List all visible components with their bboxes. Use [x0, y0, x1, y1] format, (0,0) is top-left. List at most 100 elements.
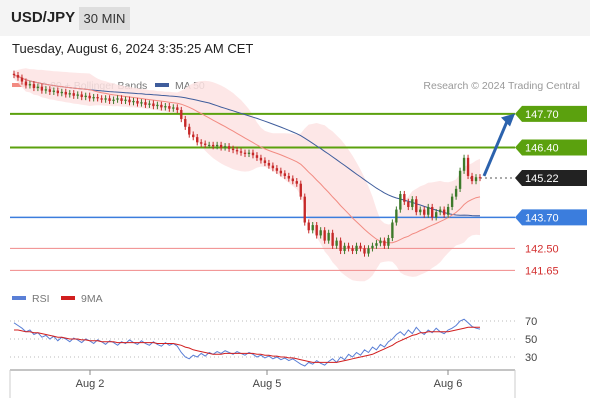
- candle-body: [303, 196, 306, 223]
- candle-body: [259, 157, 263, 161]
- candle-body: [327, 232, 330, 241]
- candle-body: [323, 230, 326, 241]
- level-tag-147.70: [515, 105, 587, 122]
- candle-body: [307, 222, 310, 231]
- candle-body: [458, 170, 462, 189]
- candle-body: [442, 209, 446, 215]
- rsi-level-label-30: 30: [525, 352, 537, 364]
- ma50-swatch: [155, 83, 169, 88]
- candle-body: [219, 144, 223, 148]
- candle-body: [339, 240, 342, 251]
- x-tick-label: Aug 5: [253, 378, 282, 390]
- candle-body: [84, 95, 87, 98]
- candle-body: [180, 109, 183, 120]
- candle-body: [431, 206, 434, 218]
- candle-body: [454, 188, 458, 197]
- candle-body: [478, 177, 482, 179]
- candle-body: [395, 209, 398, 223]
- rsi-level-label-50: 50: [525, 334, 537, 346]
- candle-body: [52, 90, 56, 92]
- candle-body: [351, 248, 354, 251]
- candle-body: [315, 225, 318, 236]
- candle-body: [108, 98, 111, 101]
- candle-body: [152, 103, 155, 107]
- level-label-143.70: 143.70: [525, 212, 559, 224]
- symbol-title: USD/JPY: [11, 9, 76, 26]
- candle-body: [36, 86, 40, 88]
- candle-body: [64, 91, 67, 95]
- candle-body: [168, 106, 171, 109]
- candle-body: [211, 144, 215, 147]
- candle-body: [48, 89, 52, 92]
- candle-body: [192, 134, 195, 138]
- candle-body: [387, 238, 390, 246]
- legend-rsi: RSI: [12, 293, 50, 305]
- date-line: Tuesday, August 6, 2024 3:35:25 AM CET: [12, 41, 254, 56]
- rsi-ma-swatch: [61, 296, 75, 301]
- candle-body: [164, 106, 167, 108]
- timeframe-badge[interactable]: 30 MIN: [79, 7, 130, 30]
- forecast-arrow: [482, 120, 509, 177]
- candle-body: [379, 240, 382, 244]
- candle-body: [20, 77, 24, 82]
- candle-body: [188, 126, 191, 135]
- candle-body: [96, 97, 99, 99]
- candle-body: [287, 175, 291, 179]
- rsi-label: RSI: [32, 293, 50, 305]
- candle-body: [40, 86, 44, 91]
- candle-body: [415, 199, 418, 213]
- level-label-147.70: 147.70: [525, 109, 559, 121]
- candle-body: [223, 146, 227, 148]
- candle-body: [239, 151, 243, 153]
- candle-body: [72, 93, 75, 96]
- candle-body: [295, 181, 298, 184]
- candle-body: [128, 99, 131, 103]
- candle-body: [184, 119, 187, 127]
- candle-body: [196, 137, 199, 143]
- level-label-141.65: 141.65: [525, 265, 559, 277]
- candle-body: [92, 97, 95, 99]
- candle-body: [255, 155, 259, 158]
- candle-body: [271, 165, 275, 169]
- level-label-145.22: 145.22: [525, 173, 559, 185]
- forecast-arrow-head: [501, 113, 515, 127]
- candle-body: [88, 95, 91, 99]
- candle-body: [60, 91, 63, 94]
- rsi-level-label-70: 70: [525, 316, 537, 328]
- candle-body: [375, 243, 378, 246]
- candle-body: [80, 94, 83, 98]
- candle-body: [132, 100, 135, 103]
- candle-body: [243, 152, 247, 154]
- candle-body: [470, 175, 474, 182]
- candle-body: [359, 245, 362, 249]
- level-label-142.50: 142.50: [525, 243, 559, 255]
- level-label-146.40: 146.40: [525, 142, 559, 154]
- candle-body: [283, 173, 287, 176]
- candle-body: [124, 99, 127, 101]
- candle-body: [44, 89, 48, 91]
- candle-body: [279, 170, 283, 174]
- header-bar: USD/JPY 30 MIN: [0, 0, 590, 36]
- candle-body: [24, 81, 28, 86]
- candle-body: [235, 150, 239, 152]
- bollinger-band: [14, 68, 480, 282]
- candle-body: [407, 201, 410, 207]
- candle-body: [446, 206, 450, 215]
- candle-body: [172, 107, 175, 109]
- candle-body: [347, 245, 350, 249]
- credit-text: Research © 2024 Trading Central: [423, 80, 580, 92]
- candle-body: [311, 225, 314, 231]
- candle-body: [363, 248, 366, 254]
- candle-body: [100, 98, 103, 100]
- candle-body: [136, 100, 139, 104]
- candle-body: [411, 199, 414, 207]
- candle-body: [367, 248, 370, 254]
- level-tag-146.40: [515, 139, 587, 156]
- candle-body: [231, 148, 235, 151]
- candle-body: [144, 102, 147, 105]
- candle-body: [156, 104, 159, 107]
- candle-body: [160, 104, 163, 108]
- candle-body: [227, 146, 231, 149]
- candle-body: [291, 178, 294, 182]
